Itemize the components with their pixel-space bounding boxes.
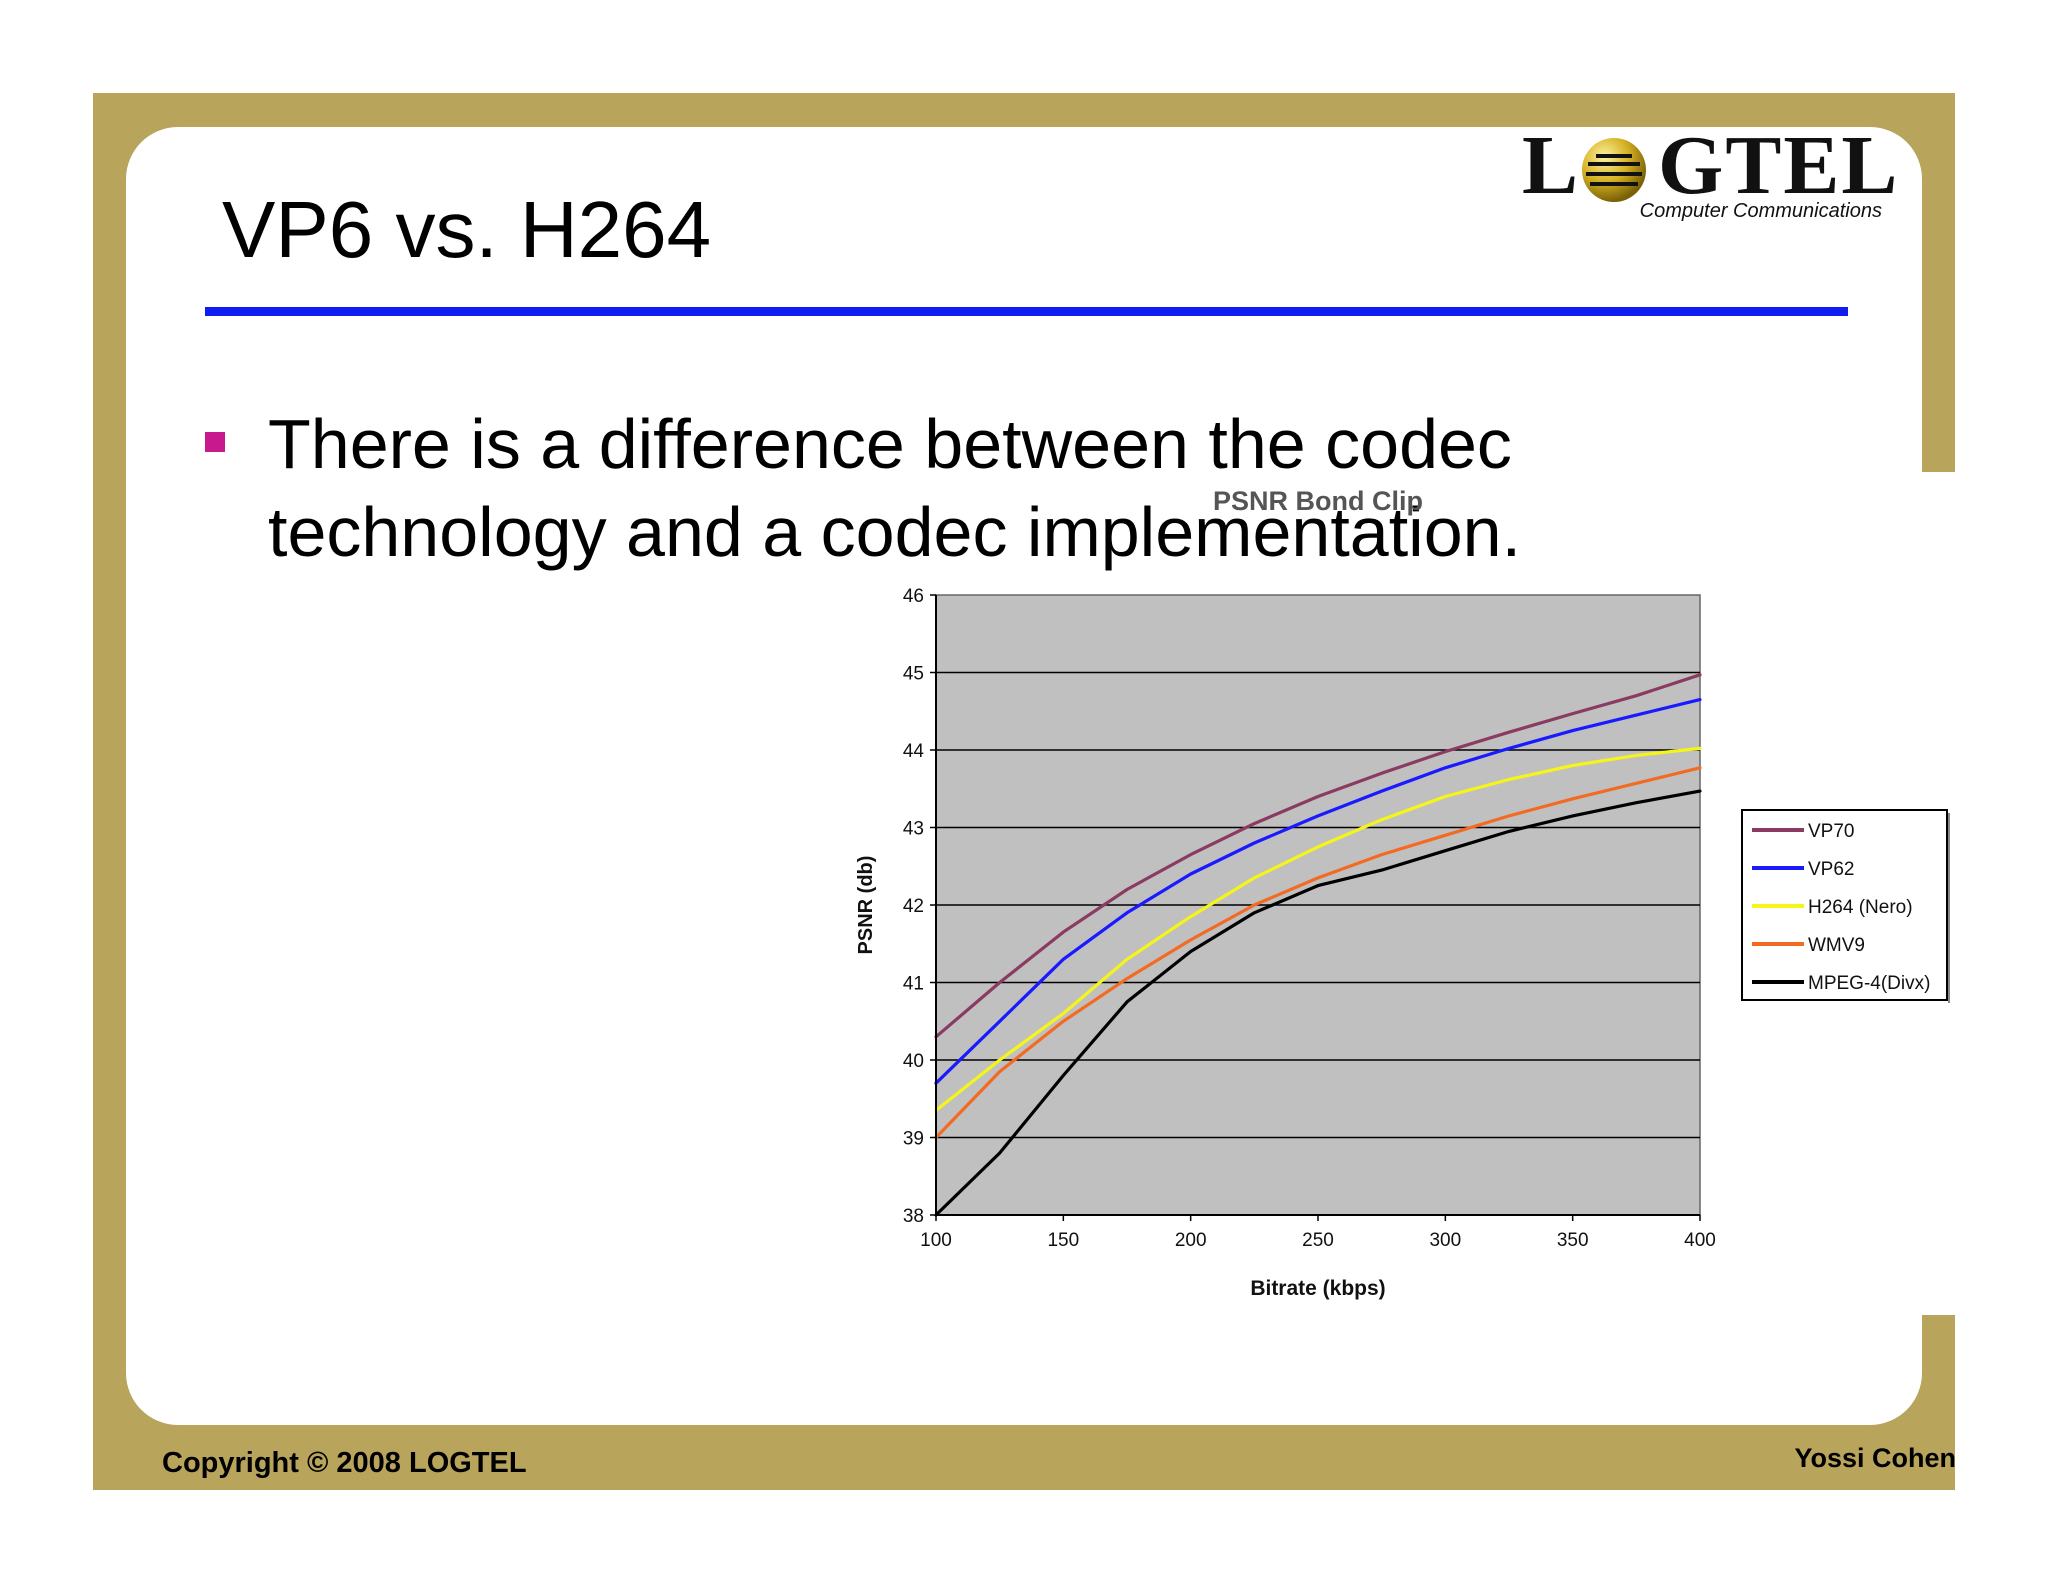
x-tick-label: 300 — [1429, 1230, 1461, 1251]
series-line-3 — [934, 766, 1702, 1140]
legend-label-1: VP62 — [1808, 859, 1854, 880]
title-rule — [205, 307, 1848, 316]
chart-title: PSNR Bond Clip — [1213, 486, 1423, 516]
footer-author: Yossi Cohen — [1794, 1443, 1956, 1473]
bullet-marker — [205, 432, 225, 452]
logo-wordmark: L GTEL — [1522, 124, 1899, 208]
y-tick-label: 40 — [903, 1051, 924, 1072]
series-line-2 — [934, 746, 1702, 1113]
x-tick-label: 400 — [1684, 1230, 1716, 1251]
y-tick-label: 38 — [903, 1206, 924, 1227]
x-tick-label: 100 — [920, 1230, 952, 1251]
x-tick-label: 200 — [1175, 1230, 1207, 1251]
bullet-text: There is a difference between the codec … — [268, 405, 1522, 571]
y-tick-label: 46 — [903, 586, 924, 607]
series-line-0 — [934, 673, 1702, 1039]
y-axis-label: PSNR (db) — [855, 856, 877, 955]
series-line-4 — [934, 789, 1702, 1217]
y-tick-label: 45 — [903, 664, 924, 685]
legend-label-0: VP70 — [1808, 821, 1854, 842]
y-tick-label: 44 — [903, 741, 925, 762]
legend-label-2: H264 (Nero) — [1808, 897, 1913, 918]
y-tick-label: 41 — [903, 974, 924, 995]
y-tick-label: 42 — [903, 896, 924, 917]
x-tick-label: 250 — [1302, 1230, 1334, 1251]
logo-letters-gtel: GTEL — [1658, 119, 1900, 212]
globe-icon — [1582, 138, 1646, 202]
y-tick-label: 39 — [903, 1129, 924, 1150]
logo-letter-l: L — [1522, 119, 1581, 212]
x-tick-label: 350 — [1557, 1230, 1589, 1251]
logtel-logo: L GTEL Computer Communications — [1522, 124, 1897, 234]
legend-label-3: WMV9 — [1808, 935, 1865, 956]
legend-label-4: MPEG-4(Divx) — [1808, 973, 1930, 994]
x-tick-label: 150 — [1047, 1230, 1079, 1251]
slide-title: VP6 vs. H264 — [222, 185, 712, 274]
footer-copyright: Copyright © 2008 LOGTEL — [162, 1447, 527, 1479]
x-axis-label: Bitrate (kbps) — [1250, 1277, 1385, 1300]
y-tick-label: 43 — [903, 819, 924, 840]
logo-tagline: Computer Communications — [1639, 200, 1882, 222]
series-line-1 — [934, 698, 1702, 1085]
